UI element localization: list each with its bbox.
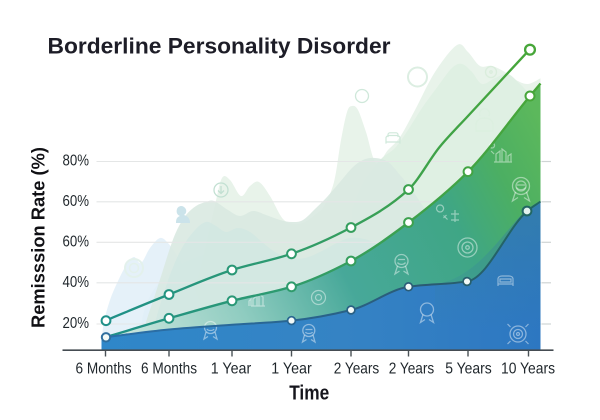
svg-text:Borderline Personality Disorde: Borderline Personality Disorder bbox=[48, 34, 391, 59]
svg-text:6 Months: 6 Months bbox=[141, 361, 197, 378]
svg-text:60%: 60% bbox=[63, 233, 90, 250]
svg-text:40%: 40% bbox=[63, 274, 90, 291]
svg-text:1 Year: 1 Year bbox=[211, 361, 252, 378]
svg-text:Time: Time bbox=[289, 383, 329, 405]
svg-text:5 Years: 5 Years bbox=[445, 361, 492, 378]
svg-text:20%: 20% bbox=[63, 315, 90, 332]
svg-text:10 Years: 10 Years bbox=[501, 361, 555, 378]
svg-text:6 Months: 6 Months bbox=[76, 361, 132, 378]
svg-text:1 Year: 1 Year bbox=[271, 361, 312, 378]
svg-text:60%: 60% bbox=[63, 193, 90, 210]
svg-text:2 Years: 2 Years bbox=[389, 361, 435, 378]
svg-text:Remisssion Rate (%): Remisssion Rate (%) bbox=[28, 147, 49, 328]
svg-text:2 Years: 2 Years bbox=[334, 361, 380, 378]
svg-text:80%: 80% bbox=[63, 153, 90, 170]
